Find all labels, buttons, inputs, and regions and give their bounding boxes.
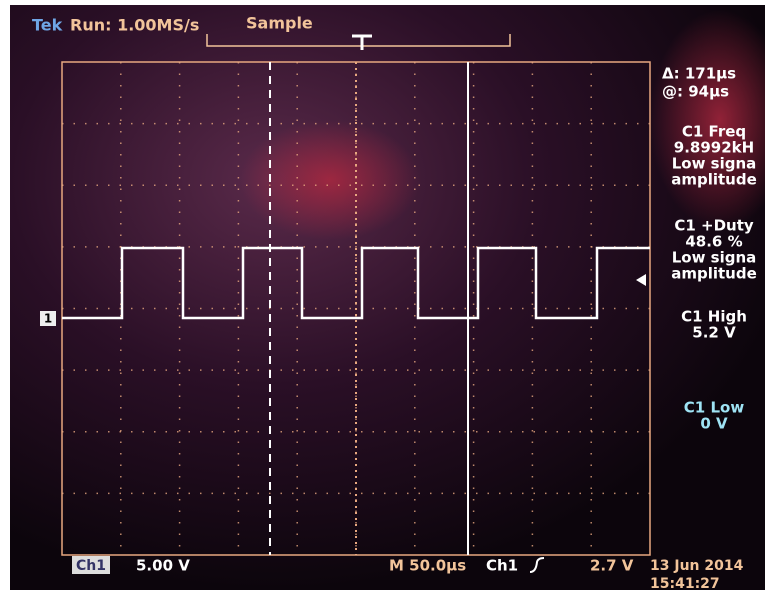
channel-marker: 1	[44, 312, 52, 326]
trigger-level: 2.7 V	[590, 557, 634, 575]
measurement-line: amplitude	[671, 265, 757, 283]
measurement-line: amplitude	[671, 171, 757, 189]
run-rate: Run: 1.00MS/s	[70, 16, 199, 35]
measurement-line: 0 V	[700, 415, 728, 433]
date: 13 Jun 2014	[650, 558, 744, 574]
trigger-source: Ch1	[486, 557, 518, 575]
reflection	[240, 120, 420, 240]
acquire-mode: Sample	[246, 14, 313, 33]
measurement-line: 5.2 V	[692, 324, 736, 342]
oscilloscope-photo: 1 Tek Run: 1.00MS/s Sample Δ: 171μs @: 9…	[0, 0, 765, 596]
cursor-position: @: 94μs	[662, 83, 729, 101]
cursor-delta: Δ: 171μs	[662, 65, 736, 83]
vertical-scale: 5.00 V	[136, 557, 190, 575]
brand: Tek	[32, 16, 63, 35]
footer-channel: Ch1	[76, 558, 106, 574]
timebase: M 50.0μs	[389, 557, 466, 575]
time: 15:41:27	[650, 576, 720, 592]
